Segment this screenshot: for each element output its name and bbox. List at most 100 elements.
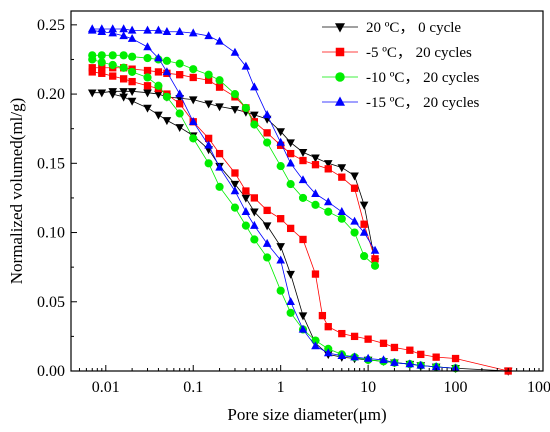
- data-point: [337, 214, 346, 223]
- data-point: [276, 137, 285, 146]
- data-point: [276, 255, 285, 264]
- data-point: [215, 182, 224, 191]
- x-tick-label: 0.1: [183, 379, 203, 396]
- data-point: [143, 53, 152, 63]
- data-point: [97, 51, 106, 60]
- data-point: [262, 222, 272, 231]
- data-point: [204, 134, 213, 143]
- data-point: [154, 53, 163, 62]
- data-point: [162, 27, 172, 35]
- data-point: [286, 270, 295, 279]
- legend-label: 20 ºC， 0 cycle: [366, 20, 461, 36]
- data-point: [350, 216, 359, 225]
- data-point: [128, 52, 137, 61]
- data-point: [127, 33, 137, 42]
- data-point: [162, 67, 172, 76]
- data-point: [176, 100, 184, 108]
- x-tick-label: 100: [444, 379, 468, 396]
- data-point: [88, 55, 97, 64]
- data-point: [298, 175, 308, 184]
- legend-marker: [335, 96, 345, 106]
- data-point: [154, 111, 163, 120]
- legend-marker: [335, 23, 345, 33]
- data-point: [154, 90, 163, 99]
- data-point: [188, 96, 198, 105]
- data-point: [364, 335, 372, 343]
- data-point: [87, 89, 97, 98]
- data-point: [337, 351, 347, 359]
- series-line: [92, 54, 376, 267]
- data-point: [143, 82, 152, 90]
- data-point: [298, 149, 308, 157]
- data-point: [286, 224, 295, 233]
- data-point: [405, 359, 415, 368]
- data-point: [175, 27, 184, 35]
- data-point: [215, 103, 224, 112]
- data-point: [250, 120, 259, 129]
- data-point: [230, 203, 240, 212]
- data-point: [276, 128, 285, 137]
- y-tick-label: 0.15: [37, 155, 65, 172]
- data-point: [162, 92, 171, 101]
- y-tick-label: 0.10: [37, 225, 65, 242]
- data-point: [416, 360, 426, 369]
- data-point: [338, 173, 346, 181]
- x-tick-label: 1: [277, 379, 285, 396]
- data-point: [215, 36, 224, 45]
- data-point: [143, 42, 152, 51]
- data-point: [286, 297, 295, 305]
- y-tick-label: 0.05: [37, 294, 65, 311]
- data-point: [360, 220, 368, 228]
- series-4: [87, 24, 460, 372]
- x-tick-label: 0.01: [92, 379, 120, 396]
- data-point: [154, 25, 163, 34]
- data-point: [324, 207, 333, 216]
- data-point: [230, 180, 240, 189]
- data-point: [250, 194, 259, 202]
- series-line: [92, 28, 376, 251]
- data-point: [371, 255, 379, 263]
- data-point: [359, 201, 369, 210]
- data-point: [230, 47, 240, 56]
- data-point: [119, 51, 128, 60]
- data-point: [324, 323, 332, 331]
- data-point: [311, 270, 320, 278]
- data-point: [363, 353, 373, 362]
- data-point: [175, 109, 184, 118]
- data-point: [406, 346, 414, 354]
- data-point: [324, 165, 332, 173]
- data-point: [175, 89, 184, 98]
- data-point: [359, 227, 369, 236]
- data-point: [215, 76, 224, 85]
- data-point: [143, 66, 152, 75]
- data-point: [350, 352, 359, 361]
- data-point: [379, 339, 388, 347]
- data-point: [337, 207, 347, 215]
- data-point: [318, 311, 327, 320]
- data-point: [241, 61, 251, 70]
- data-point: [108, 60, 117, 70]
- data-point: [188, 28, 198, 37]
- data-point: [98, 64, 106, 72]
- data-point: [311, 154, 320, 163]
- data-point: [108, 51, 117, 60]
- data-point: [451, 354, 460, 363]
- data-point: [431, 362, 441, 371]
- data-point: [154, 68, 163, 76]
- data-point: [286, 139, 295, 148]
- series-line: [112, 93, 509, 372]
- data-point: [360, 251, 369, 261]
- y-tick-label: 0.00: [37, 363, 65, 380]
- legend-marker: [335, 47, 345, 57]
- data-point: [143, 104, 152, 113]
- data-point: [250, 111, 259, 120]
- data-point: [242, 187, 250, 195]
- data-point: [298, 312, 308, 321]
- data-point: [323, 197, 333, 206]
- series-3: [88, 51, 460, 373]
- data-point: [370, 261, 380, 270]
- data-point: [241, 207, 251, 215]
- y-tick-label: 0.25: [37, 17, 65, 34]
- plot-frame: [70, 10, 544, 372]
- data-point: [204, 31, 213, 40]
